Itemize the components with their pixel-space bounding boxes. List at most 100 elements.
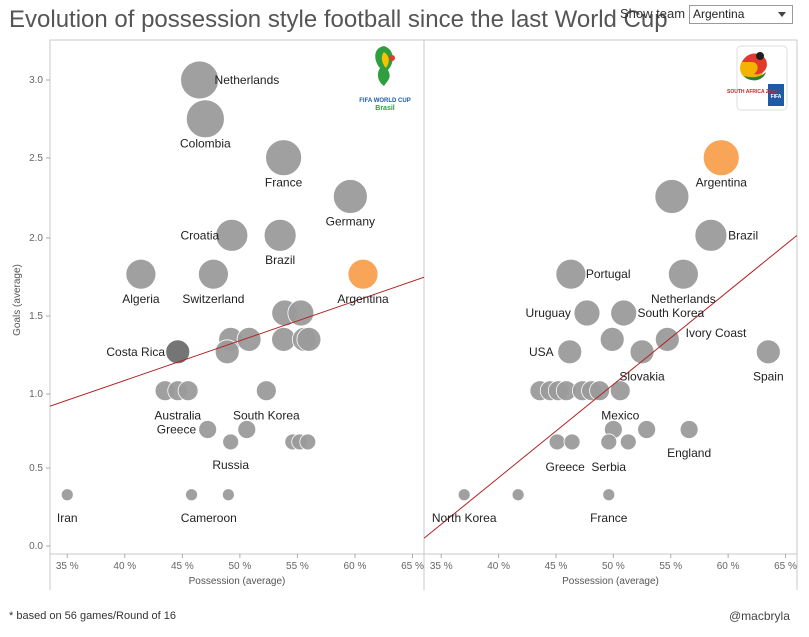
logo-trophy-shape [375,46,393,86]
y-tick-label: 0.5 [29,463,43,474]
y-tick-label: 3.0 [29,75,43,86]
y-tick-label: 0.0 [29,541,43,552]
team-select[interactable]: Argentina [689,5,793,24]
team-label: Netherlands [651,292,716,306]
team-label: South Korea [233,409,300,423]
team-point[interactable] [180,60,220,100]
team-point[interactable] [237,420,257,439]
team-point[interactable] [214,339,240,365]
team-point[interactable] [215,218,249,252]
team-point[interactable] [629,339,655,365]
highlight-team-point[interactable] [347,258,379,290]
points-group [60,60,379,502]
team-point[interactable] [198,258,229,290]
y-tick-label: 2.0 [29,233,43,244]
x-tick-label: 50 % [602,561,625,572]
panel-right: 35 % 40 % 45 % 50 % 55 % 60 % 65 % Possession (… [424,45,797,587]
team-point[interactable] [573,299,601,327]
x-tick-label: 65 % [774,561,797,572]
team-label: Greece [157,423,197,437]
points-group [457,139,781,502]
team-point[interactable] [694,218,728,252]
logo-text: FIFA WORLD CUP [359,98,410,104]
team-point[interactable] [177,380,199,402]
team-label: England [667,446,711,460]
credit: @macbryla [729,609,790,623]
x-axis-title: Possession (average) [189,576,286,587]
x-tick-label: 55 % [286,561,309,572]
team-label: Croatia [180,228,219,242]
team-point[interactable] [548,433,566,451]
team-point[interactable] [263,218,297,252]
team-point[interactable] [185,488,198,502]
team-point[interactable] [287,299,315,327]
logo-dot [389,55,395,61]
x-tick-label: 35 % [56,561,79,572]
team-point[interactable] [755,339,781,365]
x-tick-label: 65 % [401,561,424,572]
team-label: France [590,511,628,525]
logo-head [756,52,764,60]
team-point[interactable] [610,299,638,327]
team-point[interactable] [296,327,322,352]
team-point[interactable] [599,327,625,352]
team-label: Australia [154,409,201,423]
x-tick-label: 55 % [659,561,682,572]
team-point[interactable] [600,433,618,451]
trend-line [50,276,424,407]
team-point[interactable] [236,327,262,352]
team-point[interactable] [221,488,235,502]
footnote: * based on 56 games/Round of 16 [9,610,176,622]
team-point[interactable] [457,488,471,502]
team-point[interactable] [60,488,74,502]
x-tick-label: 60 % [717,561,740,572]
team-point[interactable] [332,179,368,214]
x-tick-label: 40 % [487,561,510,572]
team-point[interactable] [654,179,690,214]
highlight-team-point[interactable] [702,139,740,177]
team-point[interactable] [198,420,218,439]
team-point[interactable] [511,488,525,502]
team-point[interactable] [563,433,581,451]
team-point[interactable] [679,420,699,439]
team-point[interactable] [185,99,225,139]
team-point[interactable] [255,380,277,402]
page-title: Evolution of possession style football s… [9,6,668,33]
team-point[interactable] [125,258,157,290]
team-label: Costa Rica [106,345,165,359]
logo-swirl-green [744,72,766,81]
team-label: South Korea [637,306,704,320]
y-tick-label: 2.5 [29,153,43,164]
team-point[interactable] [609,380,631,402]
team-point[interactable] [265,139,303,177]
team-label: Argentina [337,292,389,306]
panel-left: 0.0 0.5 1.0 1.5 2.0 2.5 3.0 35 % 40 % 45 % 50 % 55 … [12,46,424,587]
team-label: Ivory Coast [686,326,747,340]
team-label: Switzerland [182,292,244,306]
team-label: Brazil [265,253,295,267]
team-label: Brazil [728,228,758,242]
team-point[interactable] [619,433,637,451]
x-tick-label: 60 % [344,561,367,572]
team-label: Cameroon [181,511,237,525]
logo-text: FIFA [771,94,782,100]
team-point[interactable] [667,258,699,290]
team-point[interactable] [555,258,587,290]
team-point[interactable] [589,380,610,402]
x-tick-label: 50 % [228,561,251,572]
team-point[interactable] [637,420,657,439]
team-point[interactable] [557,339,583,365]
y-axis-title: Goals (average) [12,264,23,336]
chevron-down-icon[interactable] [778,12,786,17]
team-point[interactable] [222,433,240,451]
team-label: Argentina [696,176,748,190]
team-label: France [265,176,303,190]
team-point[interactable] [299,433,317,451]
logo-text: SOUTH AFRICA 2010 [727,89,777,95]
team-label: Mexico [601,409,639,423]
team-point[interactable] [165,339,191,365]
x-tick-label: 35 % [430,561,453,572]
logo-text: Brasil [375,105,395,112]
team-point[interactable] [602,488,616,502]
